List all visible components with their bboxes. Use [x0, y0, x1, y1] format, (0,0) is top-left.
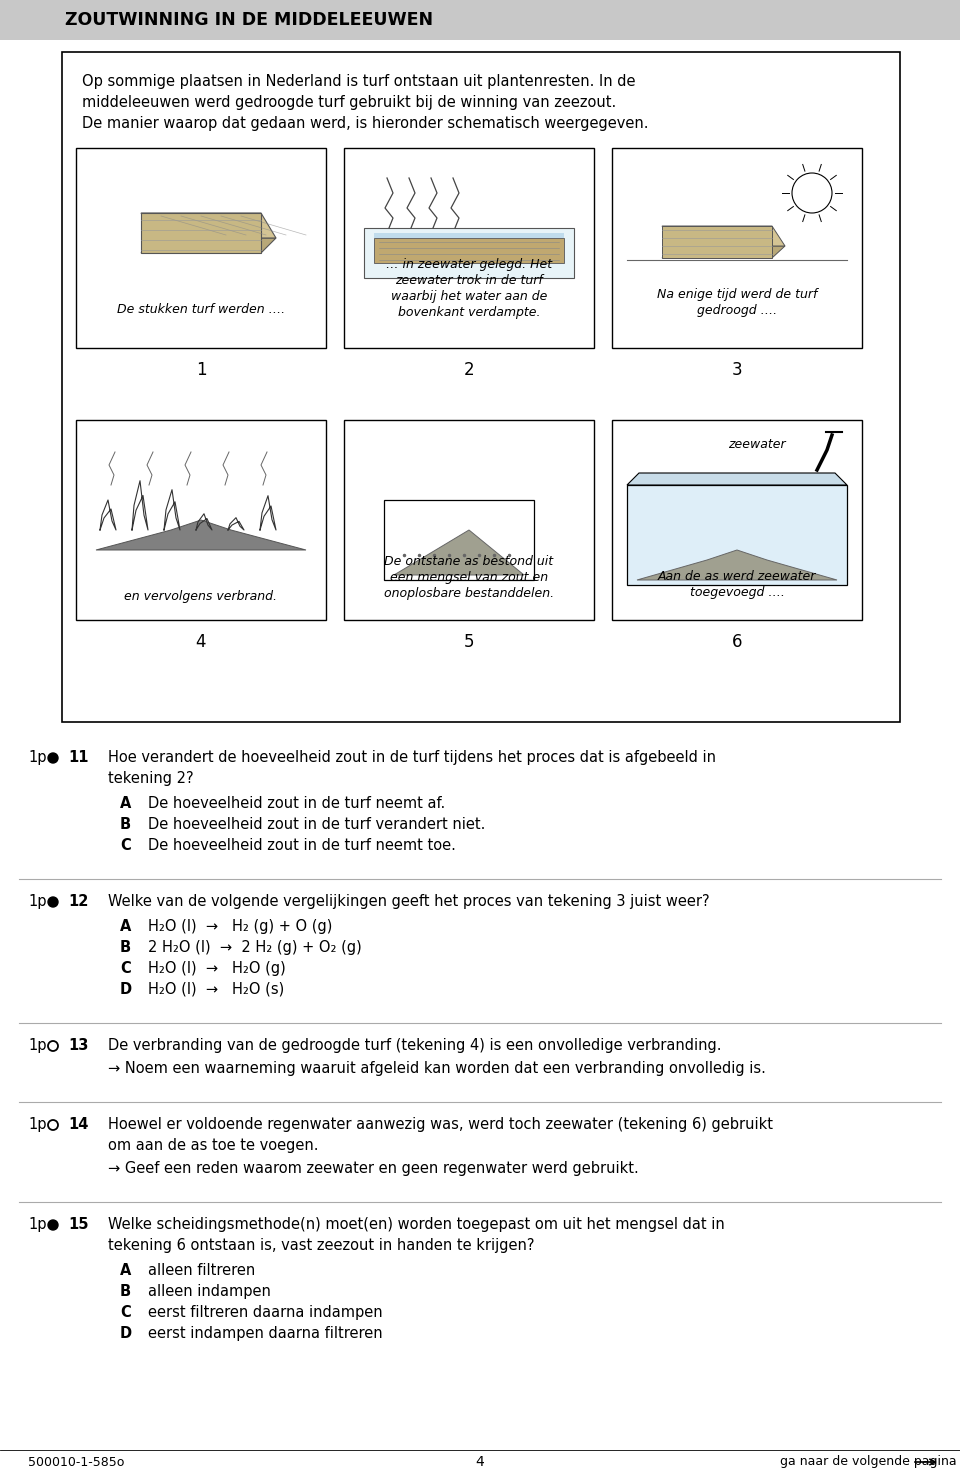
Text: een mengsel van zout en: een mengsel van zout en — [390, 571, 548, 585]
Text: 6: 6 — [732, 634, 742, 651]
Bar — [0, 0, 960, 40]
Bar — [344, 148, 594, 349]
Polygon shape — [662, 226, 772, 258]
Text: → Geef een reden waarom zeewater en geen regenwater werd gebruikt.: → Geef een reden waarom zeewater en geen… — [108, 1160, 638, 1175]
Bar — [76, 420, 326, 620]
Text: A: A — [120, 795, 132, 810]
Circle shape — [48, 752, 58, 763]
Bar — [627, 485, 847, 585]
Circle shape — [48, 1120, 58, 1129]
Text: → Noem een waarneming waaruit afgeleid kan worden dat een verbranding onvolledig: → Noem een waarneming waaruit afgeleid k… — [108, 1061, 766, 1076]
Text: 13: 13 — [68, 1037, 88, 1054]
Text: zeewater trok in de turf: zeewater trok in de turf — [396, 275, 542, 286]
Text: tekening 2?: tekening 2? — [108, 772, 194, 787]
Text: 4: 4 — [475, 1454, 485, 1469]
Polygon shape — [96, 519, 306, 551]
Text: eerst indampen daarna filtreren: eerst indampen daarna filtreren — [148, 1327, 383, 1342]
Text: H₂O (l)  →   H₂O (s): H₂O (l) → H₂O (s) — [148, 982, 284, 997]
Circle shape — [48, 1040, 58, 1051]
Text: alleen indampen: alleen indampen — [148, 1284, 271, 1298]
Bar — [612, 148, 862, 349]
Text: A: A — [120, 1263, 132, 1278]
Text: 14: 14 — [68, 1117, 88, 1132]
Text: 4: 4 — [196, 634, 206, 651]
Text: 3: 3 — [732, 361, 742, 378]
Text: B: B — [120, 939, 132, 956]
Text: en vervolgens verbrand.: en vervolgens verbrand. — [125, 591, 277, 603]
Text: B: B — [120, 818, 132, 833]
Text: om aan de as toe te voegen.: om aan de as toe te voegen. — [108, 1138, 319, 1153]
Text: middeleeuwen werd gedroogde turf gebruikt bij de winning van zeezout.: middeleeuwen werd gedroogde turf gebruik… — [82, 95, 616, 110]
Text: De verbranding van de gedroogde turf (tekening 4) is een onvolledige verbranding: De verbranding van de gedroogde turf (te… — [108, 1037, 722, 1054]
Text: toegevoegd ….: toegevoegd …. — [689, 586, 784, 600]
Text: gedroogd ….: gedroogd …. — [697, 304, 777, 318]
Text: De stukken turf werden ….: De stukken turf werden …. — [117, 303, 285, 316]
Text: Welke van de volgende vergelijkingen geeft het proces van tekening 3 juist weer?: Welke van de volgende vergelijkingen gee… — [108, 893, 709, 910]
Bar — [374, 237, 564, 263]
Polygon shape — [141, 214, 261, 252]
Text: 15: 15 — [68, 1217, 88, 1232]
Text: De hoeveelheid zout in de turf verandert niet.: De hoeveelheid zout in de turf verandert… — [148, 818, 486, 833]
Circle shape — [48, 1220, 58, 1230]
Bar — [62, 52, 900, 723]
Text: ga naar de volgende pagina: ga naar de volgende pagina — [780, 1456, 956, 1469]
Polygon shape — [627, 473, 847, 485]
Text: … in zeewater gelegd. Het: … in zeewater gelegd. Het — [386, 258, 552, 272]
Text: Hoewel er voldoende regenwater aanwezig was, werd toch zeewater (tekening 6) geb: Hoewel er voldoende regenwater aanwezig … — [108, 1117, 773, 1132]
Text: C: C — [120, 838, 131, 853]
Text: zeewater: zeewater — [729, 438, 786, 451]
Polygon shape — [141, 214, 276, 237]
Text: 1p: 1p — [28, 1117, 46, 1132]
Polygon shape — [394, 530, 524, 574]
Text: H₂O (l)  →   H₂O (g): H₂O (l) → H₂O (g) — [148, 962, 286, 976]
Bar — [364, 229, 574, 278]
Text: Hoe verandert de hoeveelheid zout in de turf tijdens het proces dat is afgebeeld: Hoe verandert de hoeveelheid zout in de … — [108, 749, 716, 764]
Bar — [344, 420, 594, 620]
Text: onoplosbare bestanddelen.: onoplosbare bestanddelen. — [384, 588, 554, 600]
Text: Op sommige plaatsen in Nederland is turf ontstaan uit plantenresten. In de: Op sommige plaatsen in Nederland is turf… — [82, 74, 636, 89]
Text: Na enige tijd werd de turf: Na enige tijd werd de turf — [657, 288, 817, 301]
Text: Aan de as werd zeewater: Aan de as werd zeewater — [658, 570, 816, 583]
Circle shape — [48, 896, 58, 907]
Text: alleen filtreren: alleen filtreren — [148, 1263, 255, 1278]
Text: 2 H₂O (l)  →  2 H₂ (g) + O₂ (g): 2 H₂O (l) → 2 H₂ (g) + O₂ (g) — [148, 939, 362, 956]
Text: A: A — [120, 919, 132, 933]
Text: 1p: 1p — [28, 1217, 46, 1232]
Polygon shape — [141, 237, 276, 252]
Polygon shape — [662, 226, 785, 246]
Text: 2: 2 — [464, 361, 474, 378]
Text: waarbij het water aan de: waarbij het water aan de — [391, 289, 547, 303]
Text: bovenkant verdampte.: bovenkant verdampte. — [397, 306, 540, 319]
Text: 11: 11 — [68, 749, 88, 764]
Bar — [384, 500, 534, 580]
Text: C: C — [120, 962, 131, 976]
Bar — [374, 233, 564, 237]
Text: C: C — [120, 1304, 131, 1319]
Text: ZOUTWINNING IN DE MIDDELEEUWEN: ZOUTWINNING IN DE MIDDELEEUWEN — [65, 10, 433, 30]
Polygon shape — [662, 246, 785, 258]
Text: De hoeveelheid zout in de turf neemt af.: De hoeveelheid zout in de turf neemt af. — [148, 795, 445, 810]
Text: 5: 5 — [464, 634, 474, 651]
Circle shape — [792, 174, 832, 214]
Text: Welke scheidingsmethode(n) moet(en) worden toegepast om uit het mengsel dat in: Welke scheidingsmethode(n) moet(en) word… — [108, 1217, 725, 1232]
Text: B: B — [120, 1284, 132, 1298]
Text: De ontstane as bestond uit: De ontstane as bestond uit — [384, 555, 554, 568]
Text: D: D — [120, 1327, 132, 1342]
Text: 1p: 1p — [28, 1037, 46, 1054]
Text: eerst filtreren daarna indampen: eerst filtreren daarna indampen — [148, 1304, 383, 1319]
Text: H₂O (l)  →   H₂ (g) + O (g): H₂O (l) → H₂ (g) + O (g) — [148, 919, 332, 933]
Text: 1p: 1p — [28, 749, 46, 764]
Text: 500010-1-585o: 500010-1-585o — [28, 1456, 125, 1469]
Text: De manier waarop dat gedaan werd, is hieronder schematisch weergegeven.: De manier waarop dat gedaan werd, is hie… — [82, 116, 649, 131]
Text: 1: 1 — [196, 361, 206, 378]
Text: De hoeveelheid zout in de turf neemt toe.: De hoeveelheid zout in de turf neemt toe… — [148, 838, 456, 853]
Text: 12: 12 — [68, 893, 88, 910]
Text: D: D — [120, 982, 132, 997]
Text: 1p: 1p — [28, 893, 46, 910]
Polygon shape — [637, 551, 837, 580]
Bar — [76, 148, 326, 349]
Text: tekening 6 ontstaan is, vast zeezout in handen te krijgen?: tekening 6 ontstaan is, vast zeezout in … — [108, 1238, 535, 1252]
Bar — [612, 420, 862, 620]
